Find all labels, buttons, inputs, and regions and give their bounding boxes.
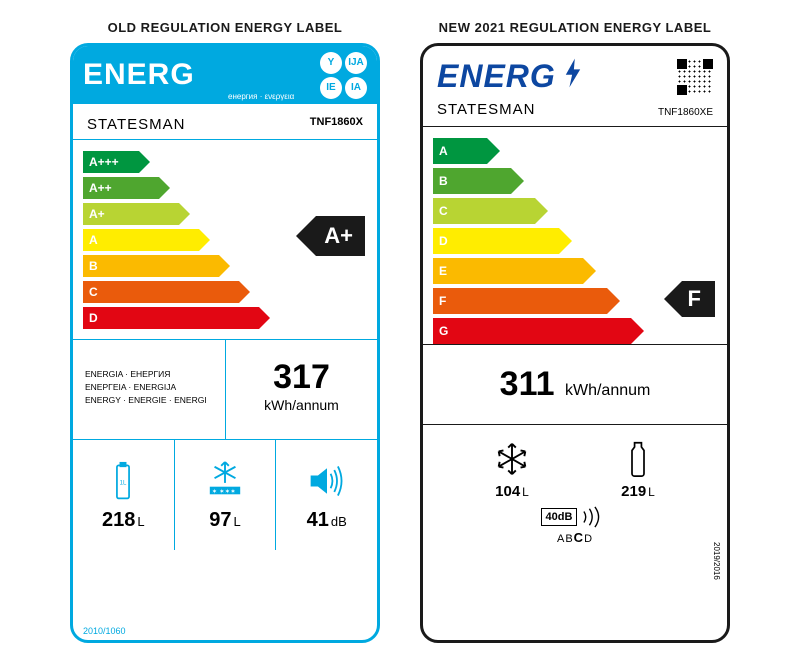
rating-badge: A+	[316, 216, 365, 256]
kwh-block: 311 kWh/annum	[423, 345, 727, 425]
spec-grid: 104L 219L	[423, 425, 727, 506]
lang-code-badges: YIJAIEIA	[320, 52, 367, 99]
noise-spec: 40dB ABCD	[423, 506, 727, 553]
lang-code: IA	[345, 77, 367, 99]
kwh-number: 311	[500, 365, 555, 403]
lang-code: Y	[320, 52, 342, 74]
kwh-unit: kWh/annum	[236, 397, 367, 413]
brand-row: STATESMAN TNF1860X	[73, 104, 377, 140]
new-label-card: ENERG STATESMAN TNF1860XE ABCDEFG F 311 …	[420, 43, 730, 643]
old-panel-title: OLD REGULATION ENERGY LABEL	[108, 20, 343, 35]
efficiency-class-row: D	[433, 227, 727, 255]
svg-text:✶ ✶✶✶: ✶ ✶✶✶	[212, 487, 237, 495]
efficiency-class-row: C	[83, 280, 377, 304]
efficiency-class-arrow: F	[433, 288, 607, 314]
efficiency-class-row: A++	[83, 176, 377, 200]
efficiency-class-arrow: D	[83, 307, 259, 329]
rating-letter: F	[688, 286, 701, 312]
fridge-spec: 1L 218L	[73, 440, 175, 550]
efficiency-class-arrow: A+++	[83, 151, 139, 173]
efficiency-class-arrow: A	[433, 138, 487, 164]
regulation-code: 2010/1060	[83, 626, 126, 636]
noise-class-letter: D	[584, 533, 593, 545]
spec-row: 1L 218L ✶ ✶✶✶ 97L	[73, 440, 377, 550]
lang-code: IE	[320, 77, 342, 99]
rating-letter: A+	[324, 223, 353, 249]
energ-word: ENERG	[83, 58, 195, 92]
efficiency-class-arrow: A	[83, 229, 199, 251]
old-label-card: ENERG YIJAIEIA енергия · ενεργεια STATES…	[70, 43, 380, 643]
new-panel-title: NEW 2021 REGULATION ENERGY LABEL	[439, 20, 712, 35]
energ-word: ENERG	[437, 58, 556, 95]
freezer-litres: 97L	[209, 509, 240, 532]
old-header: ENERG YIJAIEIA енергия · ενεργεια	[73, 46, 377, 104]
efficiency-class-arrow: D	[433, 228, 559, 254]
old-label-panel: OLD REGULATION ENERGY LABEL ENERG YIJAIE…	[70, 20, 380, 652]
efficiency-class-arrow: E	[433, 258, 583, 284]
bottle-icon	[616, 439, 660, 479]
brand-name: STATESMAN	[437, 101, 535, 118]
noise-class-letter: C	[574, 530, 584, 545]
new-header: ENERG	[423, 46, 727, 101]
snowflake-icon: ✶ ✶✶✶	[205, 459, 245, 503]
qr-code-icon	[677, 59, 713, 95]
efficiency-class-arrow: A++	[83, 177, 159, 199]
bottle-icon: 1L	[103, 459, 143, 503]
energ-sublang: енергия · ενεργεια	[228, 92, 294, 101]
bolt-icon	[564, 58, 582, 95]
kwh-value-box: 317 kWh/annum	[225, 340, 377, 439]
brand-row: STATESMAN TNF1860XE	[423, 101, 727, 127]
snowflake-icon	[490, 439, 534, 479]
noise-db: 41dB	[307, 509, 347, 532]
rating-badge: F	[682, 281, 715, 317]
model-code: TNF1860X	[310, 116, 363, 133]
freezer-litres: 104L	[495, 483, 529, 500]
efficiency-scale: A+++ A++ A+ ABCD A+	[73, 140, 377, 340]
freezer-spec: ✶ ✶✶✶ 97L	[175, 440, 277, 550]
efficiency-class-arrow: B	[83, 255, 219, 277]
noise-spec: 41dB	[276, 440, 377, 550]
lang-code: IJA	[345, 52, 367, 74]
fridge-litres: 219L	[621, 483, 655, 500]
efficiency-class-row: A	[433, 137, 727, 165]
noise-class-scale: ABCD	[557, 530, 593, 545]
fridge-litres: 218L	[102, 509, 145, 532]
kwh-row: ENERGIA · ЕНЕРГИЯ ΕΝΕΡΓΕΙΑ · ENERGIJA EN…	[73, 340, 377, 440]
regulation-code: 2019/2016	[712, 542, 721, 580]
new-label-panel: NEW 2021 REGULATION ENERGY LABEL ENERG S…	[420, 20, 730, 652]
energy-multilang: ENERGIA · ЕНЕРГИЯ ΕΝΕΡΓΕΙΑ · ENERGIJA EN…	[73, 340, 225, 439]
model-code: TNF1860XE	[658, 107, 713, 118]
freezer-spec: 104L	[449, 439, 575, 500]
efficiency-class-row: C	[433, 197, 727, 225]
efficiency-class-arrow: C	[83, 281, 239, 303]
efficiency-class-row: B	[433, 167, 727, 195]
efficiency-class-row: A+++	[83, 150, 377, 174]
brand-name: STATESMAN	[87, 116, 185, 133]
noise-class-letter: B	[565, 533, 573, 545]
efficiency-class-arrow: C	[433, 198, 535, 224]
svg-text:1L: 1L	[120, 480, 127, 486]
kwh-unit: kWh/annum	[565, 382, 650, 399]
efficiency-class-arrow: B	[433, 168, 511, 194]
efficiency-scale: ABCDEFG F	[423, 127, 727, 345]
efficiency-class-row: D	[83, 306, 377, 330]
efficiency-class-row: G	[433, 317, 727, 345]
efficiency-class-arrow: G	[433, 318, 631, 344]
kwh-number: 317	[236, 358, 367, 397]
efficiency-class-arrow: A+	[83, 203, 179, 225]
fridge-spec: 219L	[575, 439, 701, 500]
sound-icon	[307, 459, 347, 503]
sound-icon: 40dB	[541, 506, 610, 528]
efficiency-class-row: B	[83, 254, 377, 278]
